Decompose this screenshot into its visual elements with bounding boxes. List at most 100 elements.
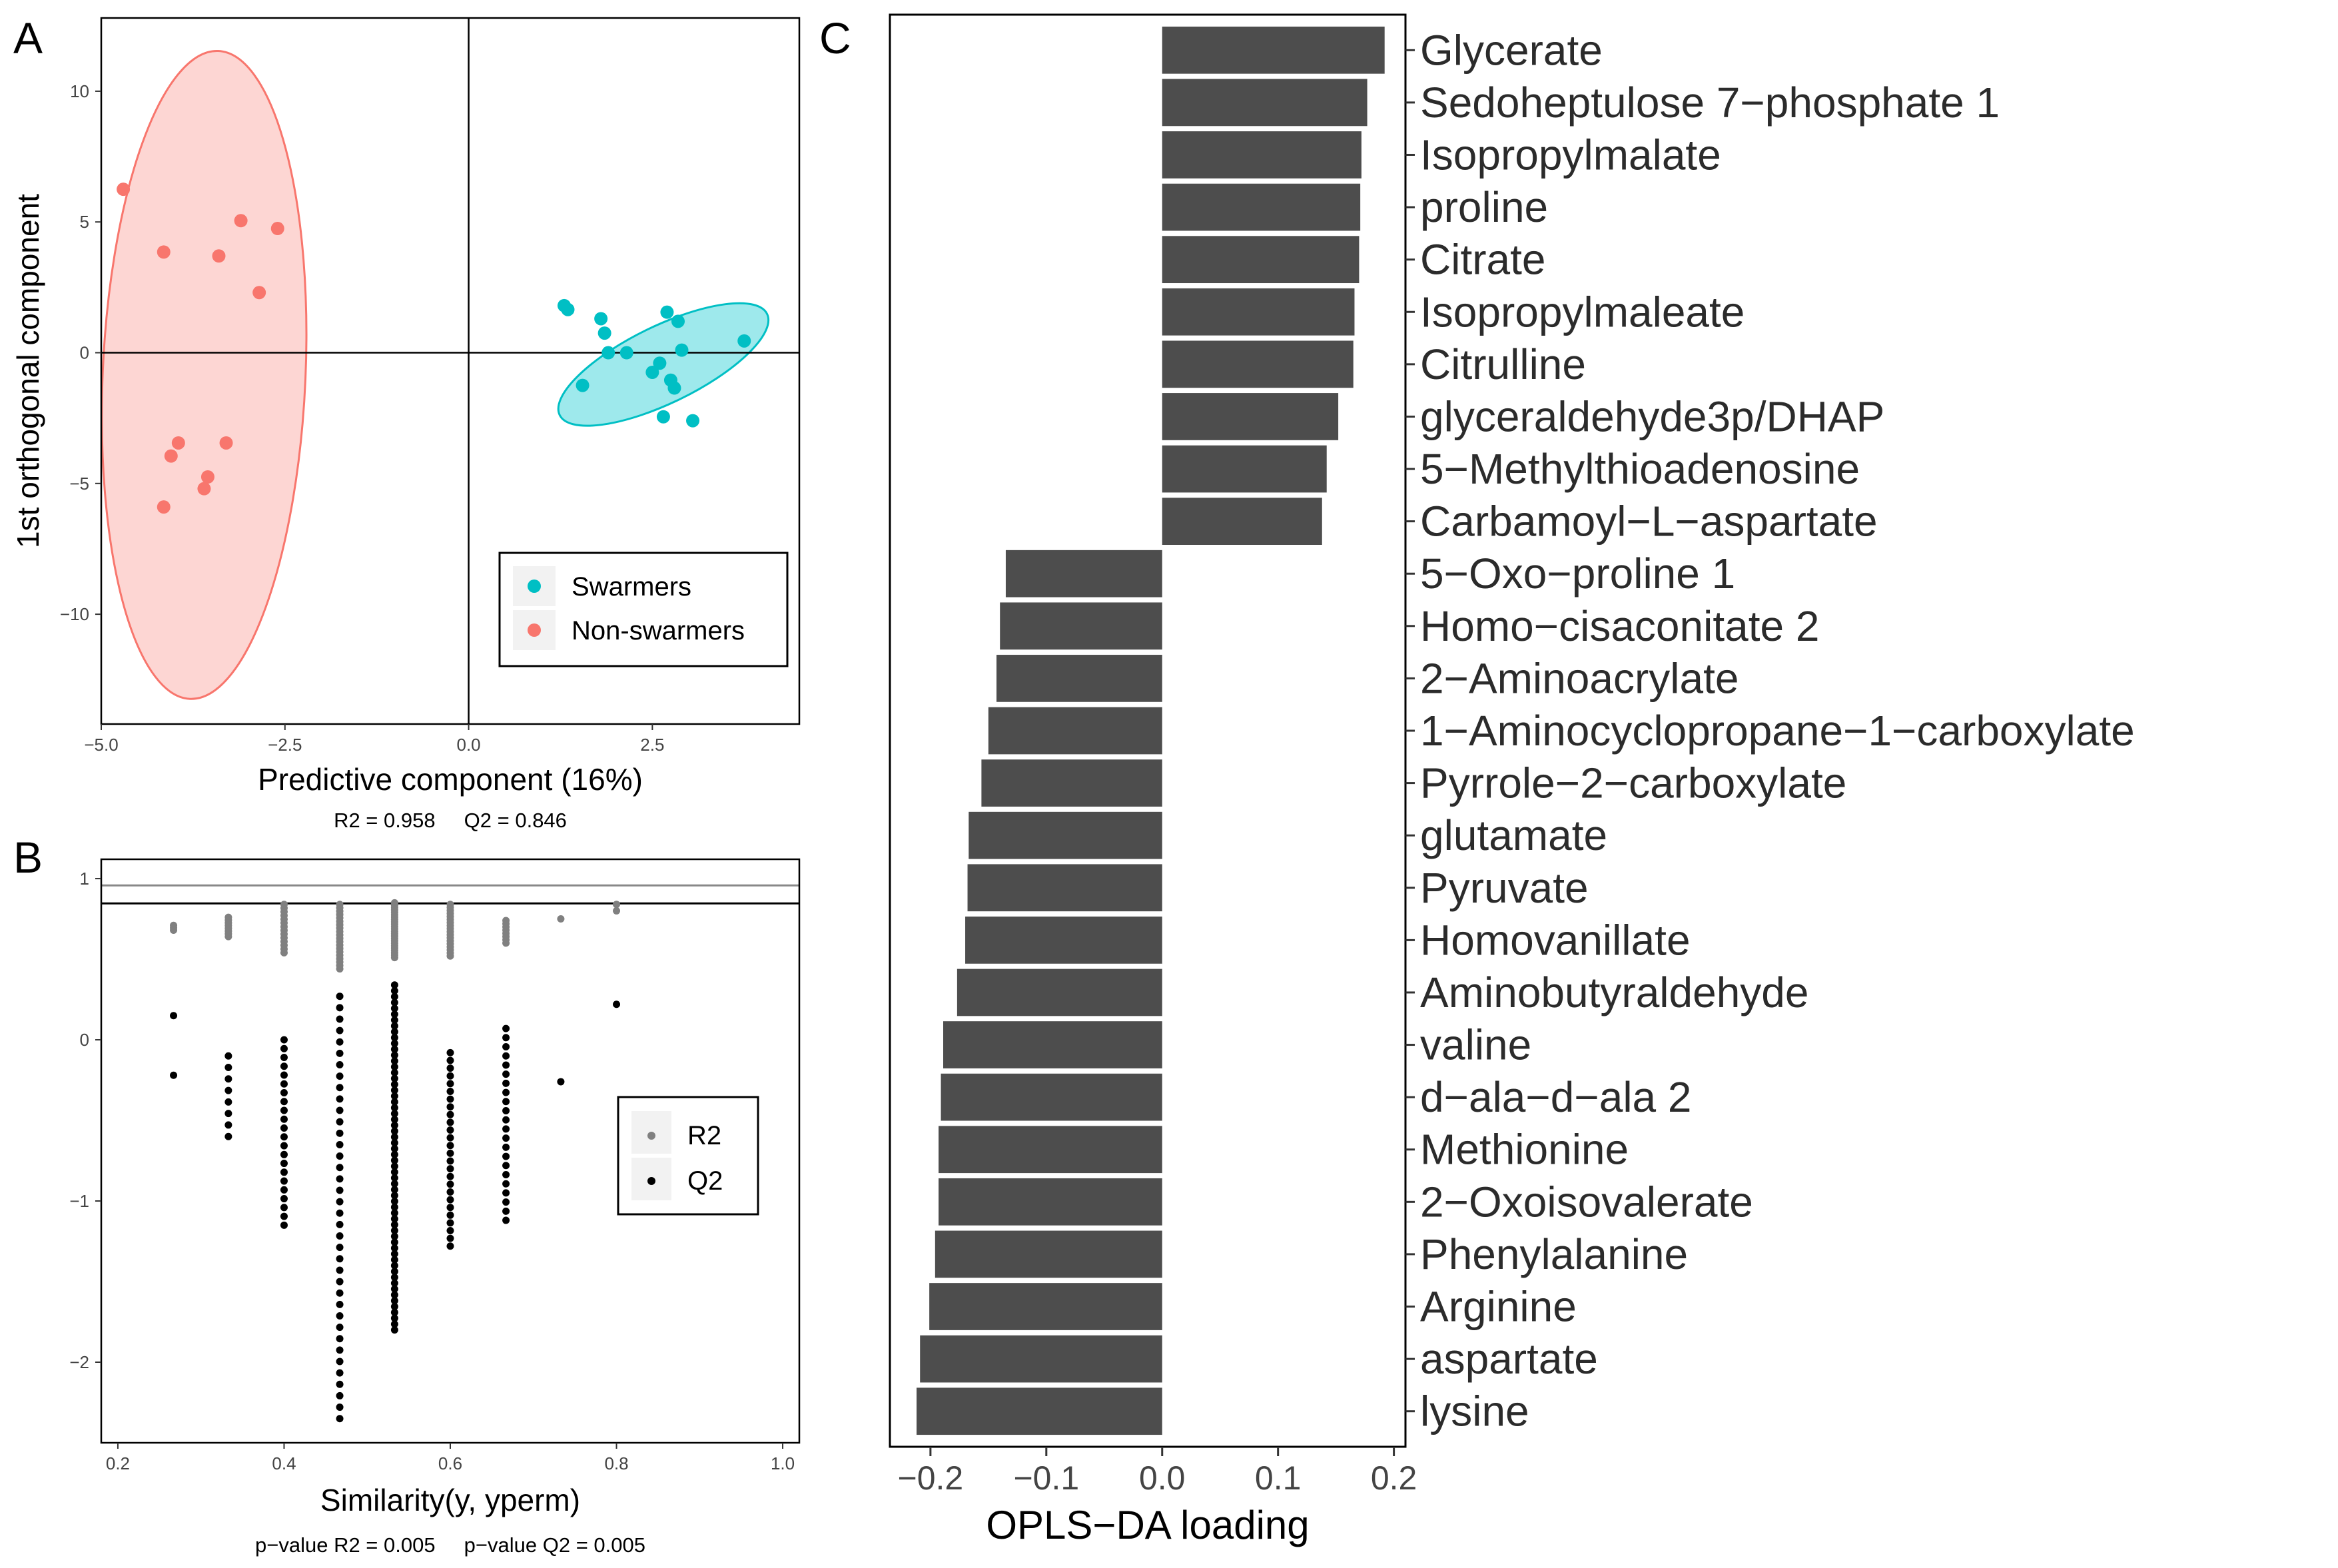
point-q2 bbox=[446, 1227, 454, 1235]
point-q2 bbox=[336, 1004, 344, 1012]
point-q2 bbox=[446, 1134, 454, 1142]
point-q2 bbox=[336, 1061, 344, 1069]
point-q2 bbox=[390, 1168, 398, 1176]
point-q2 bbox=[336, 1278, 344, 1286]
point-q2 bbox=[280, 1106, 288, 1114]
point-q2 bbox=[390, 1068, 398, 1076]
bar bbox=[969, 811, 1162, 859]
point-q2 bbox=[502, 1052, 510, 1060]
point-r2 bbox=[557, 915, 565, 923]
point-q2 bbox=[390, 1080, 398, 1088]
point-swarmers bbox=[561, 302, 575, 316]
point-q2 bbox=[336, 1244, 344, 1252]
point-q2 bbox=[446, 1087, 454, 1095]
point-q2 bbox=[390, 1022, 398, 1030]
point-q2 bbox=[557, 1078, 565, 1086]
point-q2 bbox=[280, 1062, 288, 1070]
panel-b-x-tick-label: 0.4 bbox=[272, 1453, 296, 1473]
panel-c-x-ticks: −0.2 −0.1 0.0 0.1 0.2 bbox=[898, 1447, 1417, 1497]
panel-letter-a: A bbox=[13, 13, 43, 63]
point-q2 bbox=[390, 1121, 398, 1129]
point-q2 bbox=[502, 1034, 510, 1042]
point-q2 bbox=[336, 1118, 344, 1126]
point-q2 bbox=[446, 1080, 454, 1088]
point-q2 bbox=[280, 1204, 288, 1212]
point-q2 bbox=[336, 1038, 344, 1046]
category-label: Homo−cisaconitate 2 bbox=[1420, 602, 1819, 650]
panel-a-x-tick-label: 0.0 bbox=[457, 735, 481, 755]
point-swarmers bbox=[597, 326, 611, 340]
point-q2 bbox=[390, 992, 398, 1000]
point-q2 bbox=[502, 1070, 510, 1078]
point-q2 bbox=[390, 1192, 398, 1200]
point-r2 bbox=[224, 913, 232, 921]
point-swarmers bbox=[653, 356, 667, 370]
bar bbox=[1162, 393, 1339, 440]
point-swarmers bbox=[667, 381, 681, 395]
point-q2 bbox=[390, 1150, 398, 1158]
point-q2 bbox=[390, 1063, 398, 1071]
point-q2 bbox=[446, 1056, 454, 1064]
point-q2 bbox=[224, 1121, 232, 1129]
category-label: glyceraldehyde3p/DHAP bbox=[1420, 392, 1884, 440]
point-q2 bbox=[390, 998, 398, 1006]
point-q2 bbox=[446, 1126, 454, 1134]
point-q2 bbox=[280, 1089, 288, 1097]
point-q2 bbox=[446, 1219, 454, 1227]
category-label: valine bbox=[1420, 1021, 1531, 1069]
point-q2 bbox=[502, 1216, 510, 1224]
point-swarmers bbox=[656, 410, 670, 424]
point-q2 bbox=[280, 1071, 288, 1079]
category-label: glutamate bbox=[1420, 811, 1607, 859]
point-q2 bbox=[390, 1198, 398, 1206]
panel-c-x-tick-label: −0.2 bbox=[898, 1459, 964, 1497]
point-q2 bbox=[336, 1289, 344, 1297]
category-label: proline bbox=[1420, 183, 1548, 231]
point-q2 bbox=[336, 1186, 344, 1194]
panel-a-legend-non-swarmers-marker bbox=[528, 623, 541, 637]
point-q2 bbox=[224, 1075, 232, 1083]
point-q2 bbox=[390, 1268, 398, 1276]
point-q2 bbox=[336, 1095, 344, 1103]
category-label: 2−Aminoacrylate bbox=[1420, 654, 1739, 702]
point-r2 bbox=[170, 921, 178, 929]
panel-a-y-tick-label: −10 bbox=[60, 604, 89, 624]
point-q2 bbox=[170, 1071, 178, 1079]
panel-b-points bbox=[170, 899, 621, 1423]
point-q2 bbox=[390, 1040, 398, 1048]
point-q2 bbox=[390, 1156, 398, 1164]
point-q2 bbox=[280, 1080, 288, 1088]
point-q2 bbox=[446, 1196, 454, 1204]
point-q2 bbox=[502, 1170, 510, 1178]
panel-a-legend-non-swarmers-label: Non-swarmers bbox=[572, 616, 745, 645]
bar bbox=[1162, 131, 1362, 179]
point-swarmers bbox=[675, 343, 689, 357]
point-q2 bbox=[336, 1049, 344, 1057]
point-q2 bbox=[390, 1285, 398, 1293]
point-swarmers bbox=[737, 334, 751, 348]
category-label: lysine bbox=[1420, 1387, 1529, 1435]
bar bbox=[920, 1335, 1162, 1383]
point-q2 bbox=[336, 1403, 344, 1411]
point-non-swarmers bbox=[270, 222, 284, 236]
point-q2 bbox=[390, 1127, 398, 1135]
point-r2 bbox=[446, 901, 454, 909]
category-label: Phenylalanine bbox=[1420, 1230, 1688, 1278]
point-swarmers bbox=[576, 378, 589, 392]
ellipse-non-swarmers bbox=[101, 49, 308, 700]
point-q2 bbox=[446, 1110, 454, 1118]
point-q2 bbox=[502, 1098, 510, 1106]
point-q2 bbox=[390, 1215, 398, 1223]
point-swarmers bbox=[601, 346, 615, 360]
panel-a-y-tick-label: 0 bbox=[80, 343, 89, 363]
point-q2 bbox=[390, 1262, 398, 1270]
point-q2 bbox=[446, 1188, 454, 1196]
panel-c-x-tick-label: 0.1 bbox=[1255, 1459, 1302, 1497]
point-q2 bbox=[280, 1160, 288, 1168]
panel-b-legend: R2 Q2 bbox=[617, 1096, 759, 1216]
bar bbox=[967, 864, 1162, 912]
bar bbox=[1162, 79, 1367, 127]
point-q2 bbox=[336, 992, 344, 1000]
point-r2 bbox=[502, 917, 510, 925]
